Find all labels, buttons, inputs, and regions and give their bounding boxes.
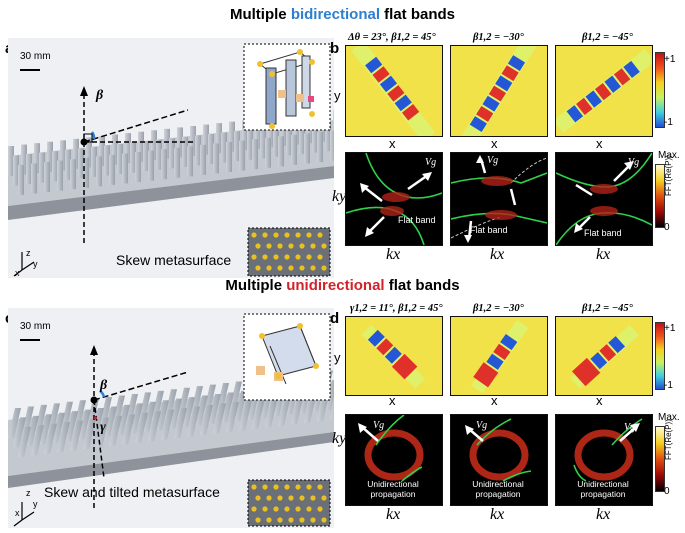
vg-label-b1: Vg [425,157,437,168]
bottom-heading: Multiple unidirectional flat bands [0,277,685,294]
heading-text: Multiple [229,6,291,23]
vg-label-b3: Vg [628,157,640,168]
colorbar-min-d: -1 [664,380,673,391]
gamma-label-c: γ [100,420,106,435]
vg-label-d2: Vg [476,420,488,431]
axis-z-c: z [26,488,31,498]
title-d1: γ1,2 = 11°, β1,2 = 45° [350,303,443,314]
colorbar-max-d: +1 [664,323,676,334]
vg-label-d3: Vg [624,422,636,433]
x-axis-label-d1: x [389,393,396,408]
title-b1: Δθ = 23°, β1,2 = 45° [348,32,436,43]
fft-map-b1 [345,152,443,246]
title-b3: β1,2 = −45° [582,32,633,43]
heading-highlight-bottom: unidirectional [286,277,385,294]
y-axis-label-d: y [334,350,341,365]
fft-min-b: 0 [664,222,670,233]
heading-highlight: bidirectional [290,6,380,23]
metasurface-render-c [8,308,356,528]
field-map-b2 [450,45,548,137]
colorbar-min-b: -1 [664,117,673,128]
colorbar-field-b [655,52,665,128]
x-axis-label-d2: x [491,393,498,408]
field-map-b3 [555,45,653,137]
panel-label-b: b [330,40,340,57]
axis-z-a: z [26,248,31,258]
kx-label-b2: kx [490,246,505,263]
colorbar-fft-b [655,164,665,228]
metasurface-render-a [8,38,349,278]
colorbar-field-d [655,322,665,390]
fft-map-b2 [450,152,548,246]
top-heading: Multiple bidirectional flat bands [0,6,685,23]
vg-label-d1: Vg [373,420,385,431]
flat-band-label-b2: Flat band [470,225,508,235]
kx-label-b3: kx [596,246,611,263]
vg-label-b2: Vg [487,155,499,166]
colorbar-fft-d [655,426,665,492]
heading-text-bottom: Multiple [225,277,287,294]
fft-map-b3 [555,152,653,246]
axis-x-a: x [15,268,20,278]
title-d2: β1,2 = −30° [473,303,524,314]
x-axis-label-b1: x [389,136,396,151]
flat-band-label-b1: Flat band [398,215,436,225]
heading-text-end: flat bands [380,6,456,23]
title-b2: β1,2 = −30° [473,32,524,43]
fft-map-d2 [450,414,548,506]
ky-label-b: ky [332,188,347,205]
field-map-d3 [555,316,653,396]
beta-label-c: β [100,378,108,393]
propagation-label-d3: Unidirectional propagation [577,479,629,499]
fft-max-d: Max. [658,412,680,423]
ky-label-d: ky [332,430,347,447]
fft-min-d: 0 [664,486,670,497]
x-axis-label-b3: x [596,136,603,151]
kx-label-d3: kx [596,506,611,523]
caption-c: Skew and tilted metasurface [44,484,220,500]
kx-label-b1: kx [386,246,401,263]
metasurface-illustration [8,43,349,277]
heading-text-end-bottom: flat bands [384,277,460,294]
flat-band-label-b3: Flat band [584,228,622,238]
y-axis-label-b: y [334,88,341,103]
panel-label-d: d [330,310,340,327]
title-d3: β1,2 = −45° [582,303,633,314]
field-map-d1 [345,316,443,396]
field-map-b1 [345,45,443,137]
scale-bar-label-c: 30 mm [20,321,51,332]
axis-x-c: x [15,508,20,518]
fft-max-b: Max. [658,150,680,161]
axis-y-a: y [33,259,38,269]
fft-axis-label-b: FFT(Re(P)) [664,155,673,196]
kx-label-d1: kx [386,506,401,523]
fft-map-d1 [345,414,443,506]
x-axis-label-b2: x [491,136,498,151]
tilted-metasurface-illustration [8,313,356,527]
field-map-d2 [450,316,548,396]
propagation-label-d2: Unidirectional propagation [472,479,524,499]
scale-bar-label-a: 30 mm [20,51,51,62]
x-axis-label-d3: x [596,393,603,408]
caption-a: Skew metasurface [116,252,232,268]
fft-axis-label-d: FFT(Re(P)) [664,419,673,460]
colorbar-max-b: +1 [664,54,676,65]
axis-y-c: y [33,499,38,509]
propagation-label-d1: Unidirectional propagation [367,479,419,499]
kx-label-d2: kx [490,506,505,523]
beta-label-a: β [96,88,104,103]
fft-map-d3 [555,414,653,506]
